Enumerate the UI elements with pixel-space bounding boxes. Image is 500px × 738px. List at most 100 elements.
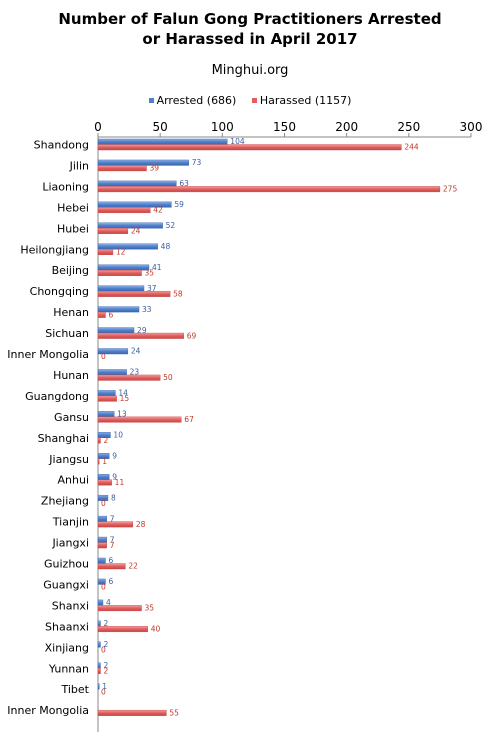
bar-harassed [97, 542, 107, 549]
x-tick-label: 50 [153, 120, 168, 134]
x-tick-label: 300 [460, 120, 483, 134]
data-label-arrested: 9 [112, 451, 117, 460]
data-label-arrested: 48 [161, 242, 171, 251]
data-label-arrested: 14 [118, 389, 128, 398]
data-label-harassed: 40 [151, 625, 161, 634]
bar-harassed [97, 521, 134, 528]
bar-arrested [97, 264, 150, 271]
data-label-arrested: 2 [103, 619, 108, 628]
bar-harassed [97, 186, 441, 193]
legend-item-arrested: Arrested (686) [148, 94, 237, 107]
category-label: Guangdong [25, 390, 89, 403]
x-tick-label: 150 [273, 120, 296, 134]
bar-harassed [97, 668, 101, 674]
bar-arrested [97, 683, 100, 690]
x-tick-label: 100 [211, 120, 234, 134]
bar-arrested [97, 557, 106, 564]
data-label-harassed: 2 [103, 436, 108, 445]
legend-label-arrested: Arrested (686) [156, 94, 237, 107]
data-label-arrested: 33 [142, 305, 152, 314]
bar-harassed [97, 479, 112, 486]
category-label: Tibet [61, 683, 90, 696]
chart-title-line-1: Number of Falun Gong Practitioners Arres… [58, 10, 442, 28]
bar-arrested [97, 620, 101, 627]
legend-swatch-arrested [148, 97, 154, 103]
data-label-arrested: 7 [110, 514, 115, 523]
data-label-harassed: 0 [101, 687, 106, 696]
data-label-arrested: 7 [110, 535, 115, 544]
data-label-harassed: 2 [103, 666, 108, 675]
bar-arrested [97, 369, 127, 376]
category-label: Hebei [57, 201, 89, 214]
data-label-harassed: 1 [102, 457, 107, 466]
data-label-arrested: 104 [230, 137, 245, 146]
category-label: Jiangsu [48, 453, 89, 466]
category-label: Inner Mongolia [7, 348, 89, 361]
data-label-arrested: 24 [131, 347, 141, 356]
category-label: Jilin [69, 159, 89, 172]
bar-arrested [97, 494, 109, 501]
data-label-harassed: 244 [404, 143, 419, 152]
data-label-arrested: 37 [147, 284, 157, 293]
data-label-arrested: 59 [174, 200, 184, 209]
bar-harassed [97, 332, 184, 339]
category-label: Shaanxi [45, 620, 89, 633]
data-label-arrested: 29 [137, 326, 147, 335]
bar-harassed [97, 458, 100, 465]
legend: Arrested (686) Harassed (1157) [0, 94, 500, 107]
data-label-arrested: 8 [111, 493, 116, 502]
category-label: Jiangxi [51, 537, 89, 550]
bar-arrested [97, 641, 101, 648]
data-label-harassed: 24 [131, 227, 141, 236]
category-label: Liaoning [42, 180, 89, 193]
data-label-arrested: 23 [130, 368, 140, 377]
data-label-harassed: 0 [101, 646, 106, 655]
bar-arrested [97, 515, 107, 522]
data-label-harassed: 275 [443, 185, 458, 194]
data-label-arrested: 6 [108, 577, 113, 586]
data-label-harassed: 0 [101, 499, 106, 508]
data-label-harassed: 12 [116, 247, 126, 256]
data-label-arrested: 9 [112, 472, 117, 481]
legend-swatch-harassed [251, 97, 257, 103]
category-label: Inner Mongolia [7, 704, 89, 717]
data-label-harassed: 58 [173, 289, 183, 298]
data-label-harassed: 50 [163, 373, 173, 382]
data-label-harassed: 69 [187, 331, 197, 340]
bar-harassed [97, 144, 402, 151]
bar-harassed [97, 437, 101, 444]
bar-harassed [97, 709, 167, 716]
data-label-harassed: 39 [149, 164, 159, 173]
data-label-harassed: 28 [136, 520, 146, 529]
category-label: Gansu [54, 411, 89, 424]
data-label-harassed: 42 [153, 206, 163, 215]
data-label-arrested: 52 [166, 221, 176, 230]
bar-harassed [97, 395, 117, 402]
bar-harassed [97, 165, 147, 172]
data-label-harassed: 55 [169, 708, 179, 717]
bar-arrested [97, 390, 116, 397]
category-label: Yunnan [48, 662, 89, 675]
category-label: Hubei [57, 222, 89, 235]
data-label-harassed: 67 [184, 415, 194, 424]
category-label: Chongqing [30, 285, 89, 298]
bar-harassed [97, 207, 151, 214]
data-label-harassed: 22 [128, 562, 138, 571]
category-label: Guangxi [43, 578, 89, 591]
x-tick-label: 200 [335, 120, 358, 134]
category-label: Hunan [53, 369, 89, 382]
data-label-arrested: 6 [108, 556, 113, 565]
bar-harassed [97, 228, 129, 235]
data-label-harassed: 15 [120, 394, 130, 403]
category-label: Shandong [34, 139, 89, 152]
chart-title: Number of Falun Gong Practitioners Arres… [0, 9, 500, 49]
data-label-arrested: 10 [113, 431, 123, 440]
data-label-harassed: 35 [145, 268, 155, 277]
bar-arrested [97, 662, 101, 669]
data-label-arrested: 2 [103, 640, 108, 649]
bar-arrested [97, 348, 129, 355]
category-label: Sichuan [45, 327, 89, 340]
x-tick-label: 250 [397, 120, 420, 134]
bar-arrested [97, 578, 106, 585]
bar-harassed [97, 605, 142, 612]
